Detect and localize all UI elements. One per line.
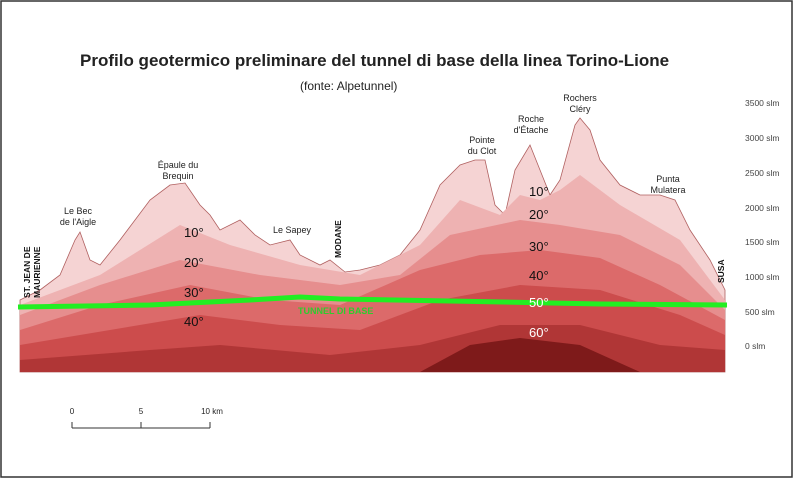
peak-label: de l'Aigle bbox=[60, 217, 96, 227]
peak-label: Mulatera bbox=[650, 185, 685, 195]
title: Profilo geotermico preliminare del tunne… bbox=[80, 51, 669, 70]
peak-label: Épaule du bbox=[158, 160, 199, 170]
place-label: SUSA bbox=[716, 259, 726, 283]
peak-label: Brequin bbox=[162, 171, 193, 181]
diagram: Profilo geotermico preliminare del tunne… bbox=[0, 0, 793, 478]
isotherm-label: 30° bbox=[529, 239, 549, 254]
peak-label: d'Étache bbox=[514, 125, 549, 135]
isotherm-label: 60° bbox=[529, 325, 549, 340]
elevation-label: 500 slm bbox=[745, 307, 775, 317]
scale-label: 0 bbox=[70, 407, 75, 416]
place-label: MAURIENNE bbox=[32, 246, 42, 298]
isotherm-label: 40° bbox=[529, 268, 549, 283]
isotherm-label: 20° bbox=[184, 255, 204, 270]
elevation-label: 3000 slm bbox=[745, 133, 780, 143]
isotherm-label: 50° bbox=[529, 295, 549, 310]
peak-label: Pointe bbox=[469, 135, 495, 145]
elevation-label: 0 slm bbox=[745, 341, 765, 351]
place-label: MODANE bbox=[333, 220, 343, 258]
isotherm-label: 10° bbox=[184, 225, 204, 240]
isotherm-label: 10° bbox=[529, 184, 549, 199]
peak-label: du Clot bbox=[468, 146, 497, 156]
elevation-label: 3500 slm bbox=[745, 98, 780, 108]
place-label: ST. JEAN DE bbox=[22, 246, 32, 298]
peak-label: Rochers bbox=[563, 93, 597, 103]
elevation-label: 2500 slm bbox=[745, 168, 780, 178]
elevation-label: 1000 slm bbox=[745, 272, 780, 282]
scale-label: 5 bbox=[139, 407, 144, 416]
subtitle: (fonte: Alpetunnel) bbox=[300, 79, 397, 93]
elevation-label: 2000 slm bbox=[745, 203, 780, 213]
scale-label: 10 km bbox=[201, 407, 223, 416]
isotherm-label: 40° bbox=[184, 314, 204, 329]
elevation-label: 1500 slm bbox=[745, 237, 780, 247]
tunnel-label: TUNNEL DI BASE bbox=[298, 306, 373, 316]
isotherm-label: 30° bbox=[184, 285, 204, 300]
isotherm-label: 20° bbox=[529, 207, 549, 222]
peak-label: Punta bbox=[656, 174, 680, 184]
peak-label: Le Bec bbox=[64, 206, 93, 216]
peak-label: Cléry bbox=[569, 104, 591, 114]
peak-label: Le Sapey bbox=[273, 225, 312, 235]
peak-label: Roche bbox=[518, 114, 544, 124]
